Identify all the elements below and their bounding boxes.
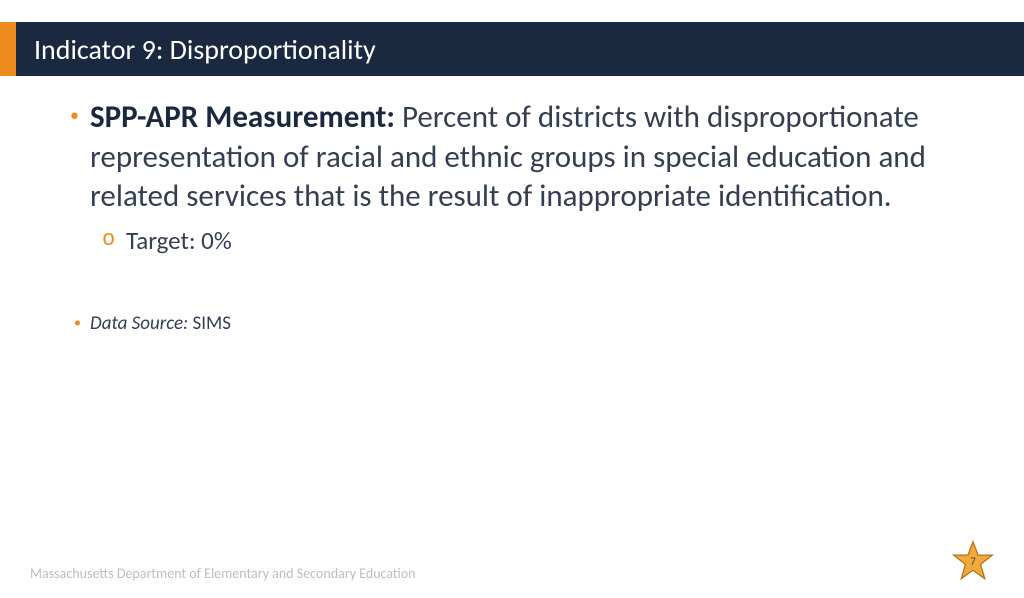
page-number: 7 — [970, 555, 976, 568]
accent-block — [0, 22, 16, 76]
measurement-label: SPP-APR Measurement: — [90, 98, 395, 136]
content-area: SPP-APR Measurement: Percent of district… — [0, 76, 1024, 335]
title-background: Indicator 9: Disproportionality — [16, 22, 1024, 76]
data-source-label: Data Source: — [90, 312, 188, 335]
data-source-text: Data Source: SIMS — [90, 312, 954, 335]
target-text: Target: 0% — [126, 225, 954, 256]
data-source-value: SIMS — [188, 312, 231, 335]
main-bullet: SPP-APR Measurement: Percent of district… — [70, 98, 954, 217]
slide-title: Indicator 9: Disproportionality — [34, 32, 376, 67]
footer-org: Massachusetts Department of Elementary a… — [30, 565, 415, 582]
data-source-bullet: Data Source: SIMS — [70, 312, 954, 335]
sub-bullet: Target: 0% — [70, 225, 954, 256]
title-bar: Indicator 9: Disproportionality — [0, 22, 1024, 76]
main-bullet-text: SPP-APR Measurement: Percent of district… — [90, 98, 954, 217]
